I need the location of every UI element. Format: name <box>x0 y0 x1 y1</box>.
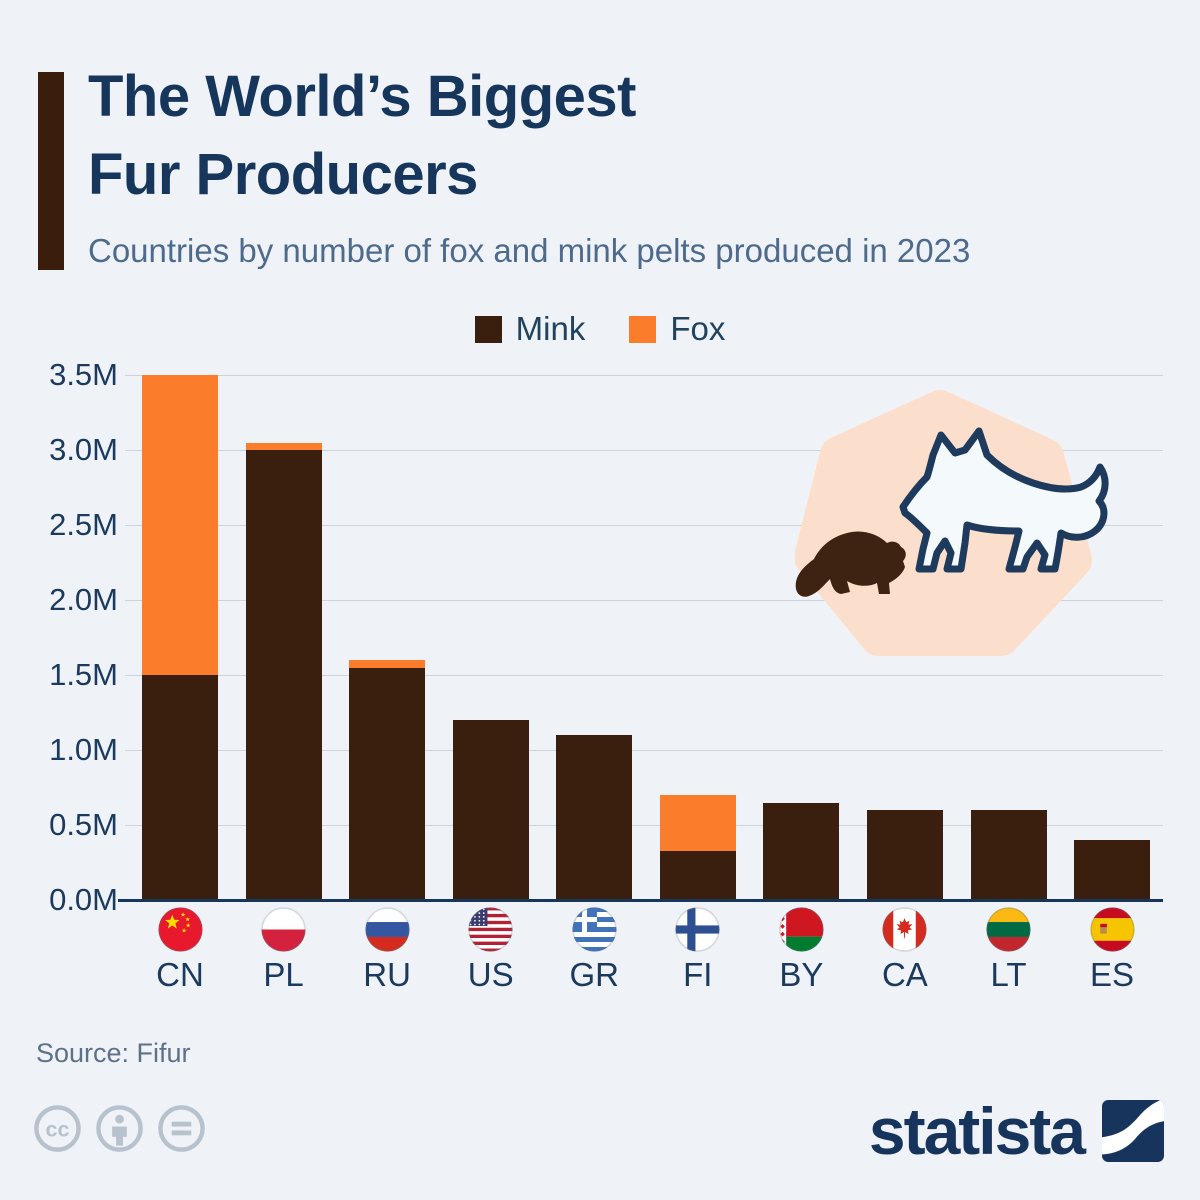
gridline-2.0M <box>125 600 1163 601</box>
y-axis-label-1.5M: 1.5M <box>49 657 118 692</box>
flag-ru-icon <box>364 907 410 952</box>
legend-label-fox: Fox <box>670 310 726 347</box>
y-axis-label-0.5M: 0.5M <box>49 807 118 842</box>
bar-fox-CN <box>142 375 218 675</box>
y-axis-label-3.0M: 3.0M <box>49 432 118 467</box>
blob-shape <box>795 390 1092 656</box>
mink-silhouette-icon <box>795 531 906 597</box>
cc-license-icons[interactable]: cc <box>33 1104 206 1153</box>
fox-color-swatch <box>629 315 657 343</box>
x-axis-label-RU: RU <box>363 956 411 993</box>
bar-mink-LT <box>970 810 1047 900</box>
x-axis-label-CA: CA <box>881 956 928 993</box>
chart-legend: Mink Fox <box>0 310 1200 348</box>
x-axis-label-ES: ES <box>1089 956 1135 993</box>
statista-swoosh-icon <box>1102 1100 1164 1162</box>
equals-icon[interactable] <box>157 1104 206 1153</box>
x-axis-label-GR: GR <box>569 956 619 993</box>
flag-us-icon <box>468 907 513 952</box>
source-note: Source: Fifur <box>36 1038 191 1068</box>
bar-mink-RU <box>349 667 426 900</box>
statista-wordmark: statista <box>868 1094 1086 1168</box>
y-axis-label-2.5M: 2.5M <box>49 507 118 542</box>
page-title-line1: The World’s Biggest <box>88 64 637 129</box>
bar-mink-ES <box>1074 840 1150 900</box>
svg-text:cc: cc <box>46 1116 70 1141</box>
flag-cn-icon <box>157 907 203 952</box>
flag-ca-icon <box>882 907 928 952</box>
bar-mink-CN <box>142 675 218 900</box>
x-axis-label-FI: FI <box>683 956 713 993</box>
bar-mink-PL <box>245 450 322 900</box>
page-title-line2: Fur Producers <box>88 142 478 207</box>
y-axis-label-3.5M: 3.5M <box>49 357 118 392</box>
y-axis-label-2.0M: 2.0M <box>49 582 118 617</box>
y-axis-label-0.0M: 0.0M <box>49 882 118 917</box>
gridline-2.5M <box>125 525 1163 526</box>
x-axis-label-CN: CN <box>156 956 204 993</box>
x-axis-label-US: US <box>467 956 514 993</box>
gridline-1.5M <box>125 675 1163 676</box>
page-title: The World’s Biggest Fur Producers <box>88 58 637 214</box>
statista-logo[interactable]: statista <box>869 1096 1164 1166</box>
gridline-3.0M <box>125 450 1163 451</box>
bar-mink-BY <box>763 802 840 900</box>
bar-fox-PL <box>245 442 322 450</box>
fox-outline-icon <box>899 427 1109 573</box>
x-axis-line <box>118 899 1163 902</box>
x-axis-label-LT: LT <box>990 956 1027 993</box>
bar-mink-US <box>452 720 529 900</box>
bar-mink-FI <box>659 850 736 900</box>
flag-gr-icon <box>571 907 617 952</box>
x-axis-label-PL: PL <box>263 956 304 993</box>
flag-lt-icon <box>986 907 1031 952</box>
x-axis-label-BY: BY <box>779 956 824 993</box>
legend-item-fox: Fox <box>629 310 725 348</box>
legend-item-mink: Mink <box>474 310 586 348</box>
cc-icon[interactable]: cc <box>33 1104 82 1153</box>
gridline-0.5M <box>125 825 1163 826</box>
attribution-person-icon[interactable] <box>95 1104 144 1153</box>
animal-illustration <box>795 390 1109 656</box>
bar-mink-GR <box>556 735 633 900</box>
flag-es-icon <box>1089 907 1135 952</box>
flag-pl-icon <box>261 907 306 952</box>
gridline-1.0M <box>125 750 1163 751</box>
bar-fox-FI <box>659 795 736 851</box>
bar-fox-RU <box>349 660 426 668</box>
flag-fi-icon <box>675 907 720 952</box>
bar-mink-CA <box>866 810 943 900</box>
legend-label-mink: Mink <box>515 310 586 347</box>
title-accent-bar <box>38 72 64 270</box>
y-axis-label-1.0M: 1.0M <box>49 732 118 767</box>
page-subtitle: Countries by number of fox and mink pelt… <box>88 232 971 269</box>
gridline-3.5M <box>125 375 1163 376</box>
mink-color-swatch <box>474 315 502 343</box>
flag-by-icon <box>779 907 824 952</box>
